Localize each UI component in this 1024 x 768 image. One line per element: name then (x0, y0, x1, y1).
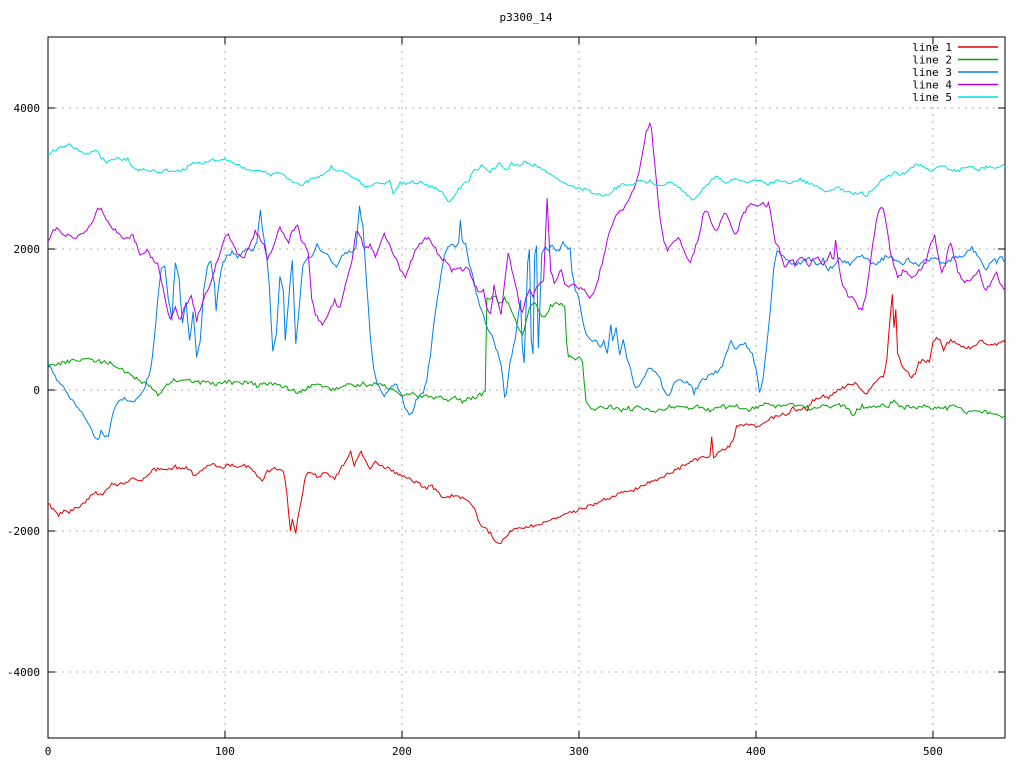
legend-label: line 4 (912, 79, 952, 92)
y-tick-label: 4000 (14, 102, 41, 115)
legend-label: line 2 (912, 54, 952, 67)
plot-border (47, 36, 1006, 739)
y-tick-label: -2000 (7, 525, 40, 538)
series-line-5 (48, 143, 1005, 203)
series-line-3 (48, 205, 1005, 441)
legend-label: line 1 (912, 41, 952, 54)
y-tick-label: -4000 (7, 666, 40, 679)
x-tick-label: 500 (923, 745, 943, 758)
x-tick-label: 0 (45, 745, 52, 758)
series-line-2 (48, 295, 1005, 419)
border-rect (47, 36, 1006, 739)
x-tick-label: 300 (569, 745, 589, 758)
series-line-4 (48, 121, 1005, 327)
y-tick-label: 0 (33, 384, 40, 397)
x-tick-label: 200 (392, 745, 412, 758)
y-tick-label: 2000 (14, 243, 41, 256)
legend-label: line 5 (912, 91, 952, 104)
chart-title: p3300_14 (500, 11, 553, 24)
legend-entry: line 3 (912, 66, 998, 79)
x-tick-label: 400 (746, 745, 766, 758)
legend-label: line 3 (912, 66, 952, 79)
axis-tick-labels: -4000 -2000 0 2000 4000 0 100 200 300 400 500 (7, 102, 943, 758)
legend-entry: line 1 (912, 41, 998, 54)
x-tick-label: 100 (215, 745, 235, 758)
series-line-1 (48, 294, 1005, 545)
gridlines (48, 37, 1005, 738)
legend-entry: line 5 (912, 91, 998, 104)
legend-entry: line 2 (912, 54, 998, 67)
legend-entry: line 4 (912, 79, 998, 92)
series-lines (48, 121, 1005, 545)
